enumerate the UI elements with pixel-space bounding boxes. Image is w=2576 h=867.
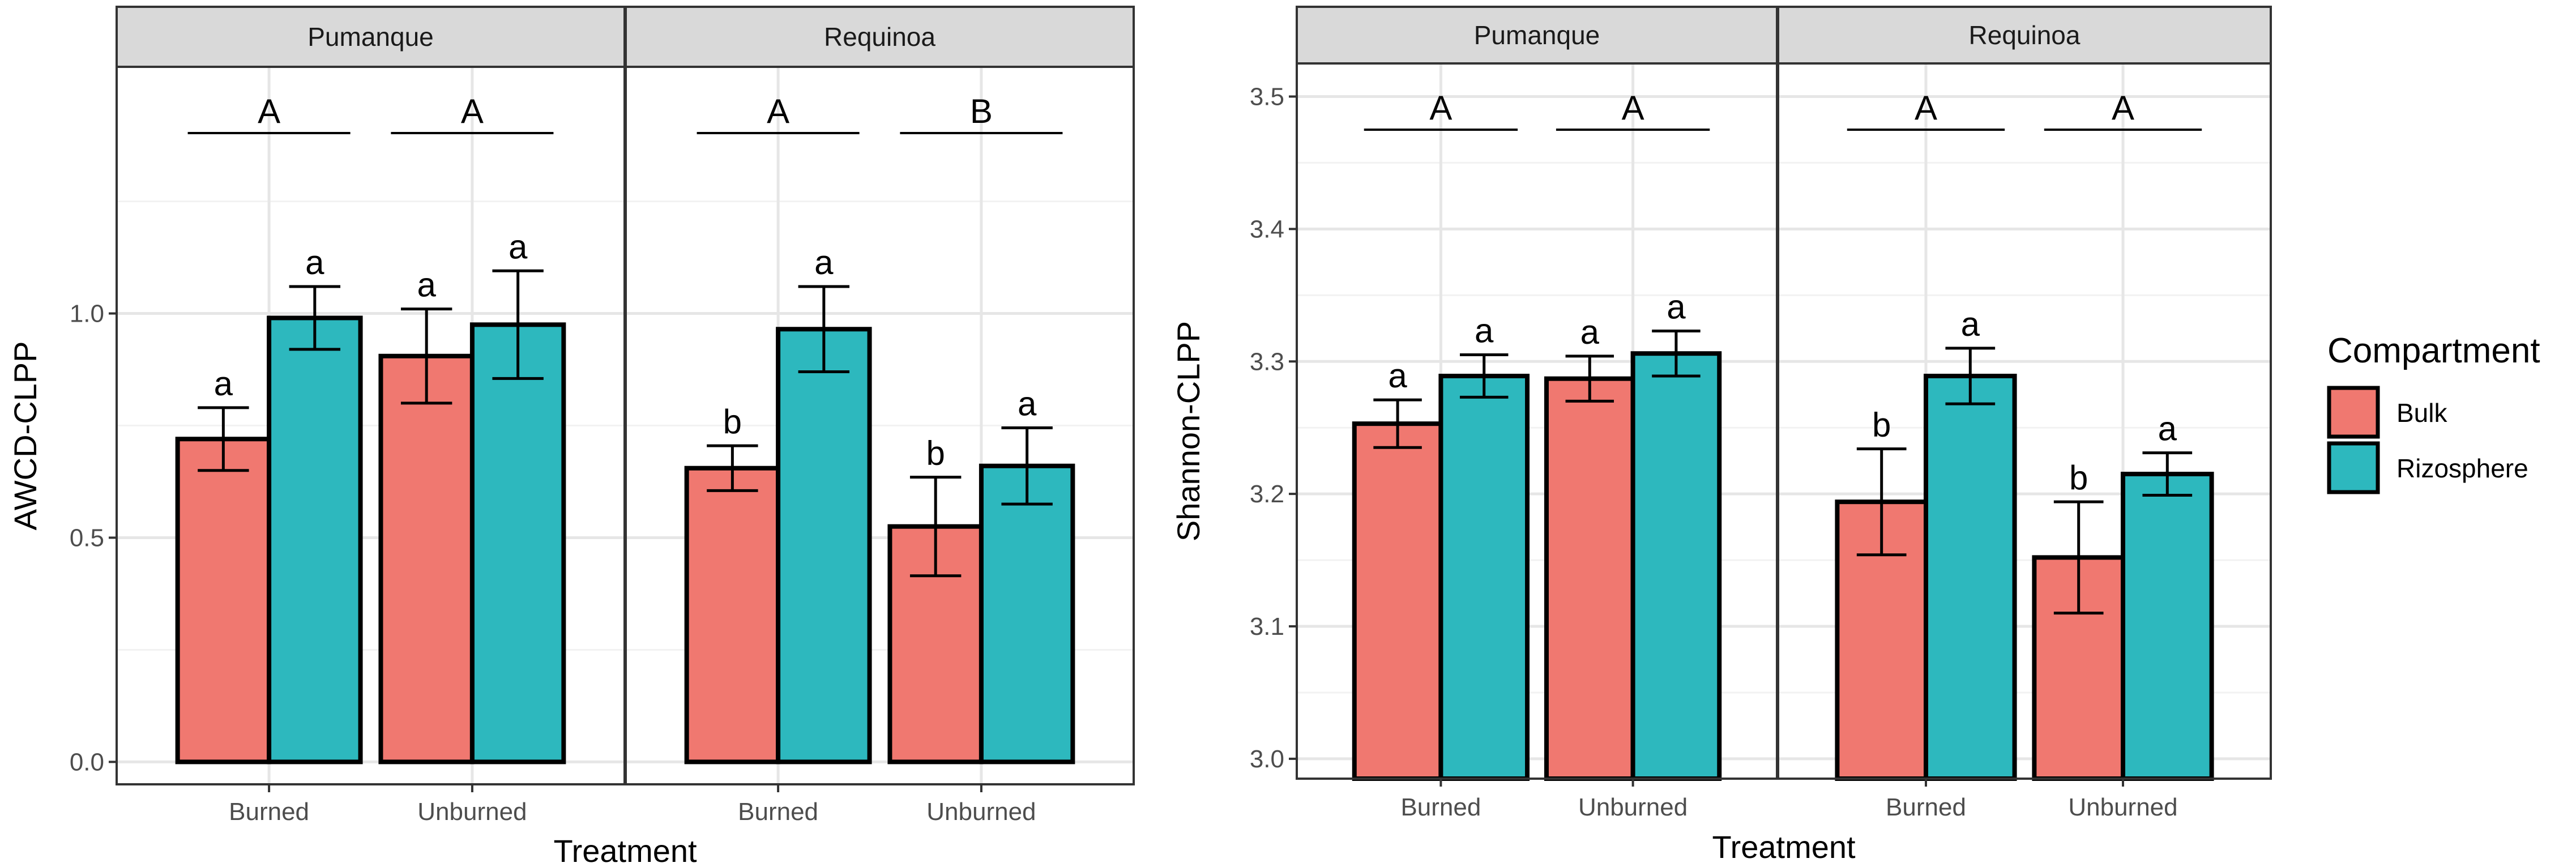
- significance-letter: a: [305, 244, 324, 281]
- significance-letter: b: [1872, 406, 1891, 444]
- panel-requinoa: b a b a A A Requinoa Burned Unburned: [1777, 6, 2272, 821]
- panel-requinoa: b a b a A B Requinoa Burned Unburned: [625, 6, 1135, 826]
- y-axis-title: AWCD-CLPP: [7, 341, 43, 531]
- significance-letter: b: [2069, 459, 2088, 497]
- bar-unburned-rizosphere: [979, 463, 1075, 765]
- x-tick-label: Burned: [738, 798, 818, 826]
- facet-strip-label: Pumanque: [307, 22, 434, 52]
- significance-letter: b: [723, 403, 742, 441]
- group-letter: B: [970, 92, 993, 130]
- significance-letter: a: [1475, 312, 1494, 350]
- y-tick-label: 3.5: [1250, 83, 1284, 110]
- significance-letter: a: [509, 228, 528, 266]
- x-tick-label: Unburned: [2068, 793, 2177, 821]
- y-tick-label: 3.0: [1250, 745, 1284, 773]
- x-tick-label: Burned: [1886, 793, 1966, 821]
- chart-shannon: a a a a A A Pumanque Burned Unburned b a b a A A Requin…: [1170, 6, 2272, 865]
- legend: Compartment Bulk Rizosphere: [2327, 331, 2540, 494]
- bar-burned-bulk: [684, 465, 781, 765]
- facet-strip-label: Requinoa: [824, 22, 935, 52]
- group-letter: A: [1622, 89, 1644, 127]
- x-tick-label: Burned: [1400, 793, 1481, 821]
- x-tick-label: Unburned: [1578, 793, 1688, 821]
- significance-letter: a: [1961, 305, 1980, 343]
- x-tick-label: Burned: [229, 798, 309, 826]
- significance-letter: a: [214, 365, 233, 403]
- y-tick-label: 3.3: [1250, 348, 1284, 375]
- group-letter: A: [258, 92, 280, 130]
- significance-letter: a: [814, 244, 834, 281]
- bar-unburned-rizosphere: [1630, 351, 1722, 781]
- bar-unburned-rizosphere: [2121, 472, 2214, 781]
- legend-swatch-bulk: [2327, 386, 2380, 439]
- significance-letter: a: [1580, 313, 1600, 351]
- y-tick-label: 3.4: [1250, 215, 1284, 243]
- y-tick-label: 3.1: [1250, 613, 1284, 640]
- facet-strip: [625, 6, 1135, 68]
- legend-title: Compartment: [2327, 331, 2540, 370]
- significance-letter: a: [417, 266, 436, 304]
- bar-burned-rizosphere: [1438, 373, 1530, 781]
- facet-strip-label: Requinoa: [1969, 20, 2081, 50]
- bar-burned-rizosphere: [1924, 373, 2017, 781]
- charts: a a a a A A Pumanque Burned Unburned b a b a A B Requin…: [7, 6, 2272, 867]
- significance-letter: a: [1388, 357, 1407, 395]
- group-letter: A: [767, 92, 789, 130]
- panel-pumanque: a a a a A A Pumanque Burned Unburned: [116, 6, 626, 826]
- y-tick-label: 1.0: [70, 300, 104, 328]
- y-tick-label: 3.2: [1250, 480, 1284, 508]
- x-axis-title: Treatment: [1712, 829, 1856, 865]
- bar-burned-bulk: [175, 437, 272, 765]
- bar-burned-rizosphere: [776, 327, 872, 765]
- facet-strip-label: Pumanque: [1474, 20, 1600, 50]
- panel-pumanque: a a a a A A Pumanque Burned Unburned: [1296, 6, 1778, 821]
- significance-letter: b: [926, 434, 945, 472]
- legend-label-bulk: Bulk: [2396, 398, 2447, 428]
- chart-awcd: a a a a A A Pumanque Burned Unburned b a b a A B Requin…: [7, 6, 1135, 867]
- facet-strip: [1296, 6, 1778, 65]
- bar-unburned-bulk: [1544, 376, 1635, 781]
- bar-unburned-rizosphere: [469, 322, 566, 765]
- y-tick-label: 0.5: [70, 524, 104, 552]
- bar-unburned-bulk: [378, 353, 475, 765]
- legend-label-rizosphere: Rizosphere: [2396, 454, 2528, 483]
- significance-letter: a: [1667, 288, 1686, 326]
- group-letter: A: [461, 92, 484, 130]
- x-tick-label: Unburned: [926, 798, 1036, 826]
- significance-letter: a: [1018, 385, 1037, 422]
- x-tick-label: Unburned: [417, 798, 527, 826]
- facet-strip: [116, 6, 626, 68]
- bar-burned-rizosphere: [267, 315, 363, 765]
- significance-letter: a: [2158, 410, 2177, 448]
- group-letter: A: [1915, 89, 1937, 127]
- x-axis-title: Treatment: [553, 833, 697, 867]
- facet-strip: [1777, 6, 2272, 65]
- bar-burned-bulk: [1352, 421, 1443, 781]
- group-letter: A: [2112, 89, 2134, 127]
- y-tick-label: 0.0: [70, 748, 104, 776]
- y-axis-title: Shannon-CLPP: [1170, 321, 1206, 541]
- group-letter: A: [1429, 89, 1452, 127]
- legend-swatch-rizosphere: [2327, 441, 2380, 494]
